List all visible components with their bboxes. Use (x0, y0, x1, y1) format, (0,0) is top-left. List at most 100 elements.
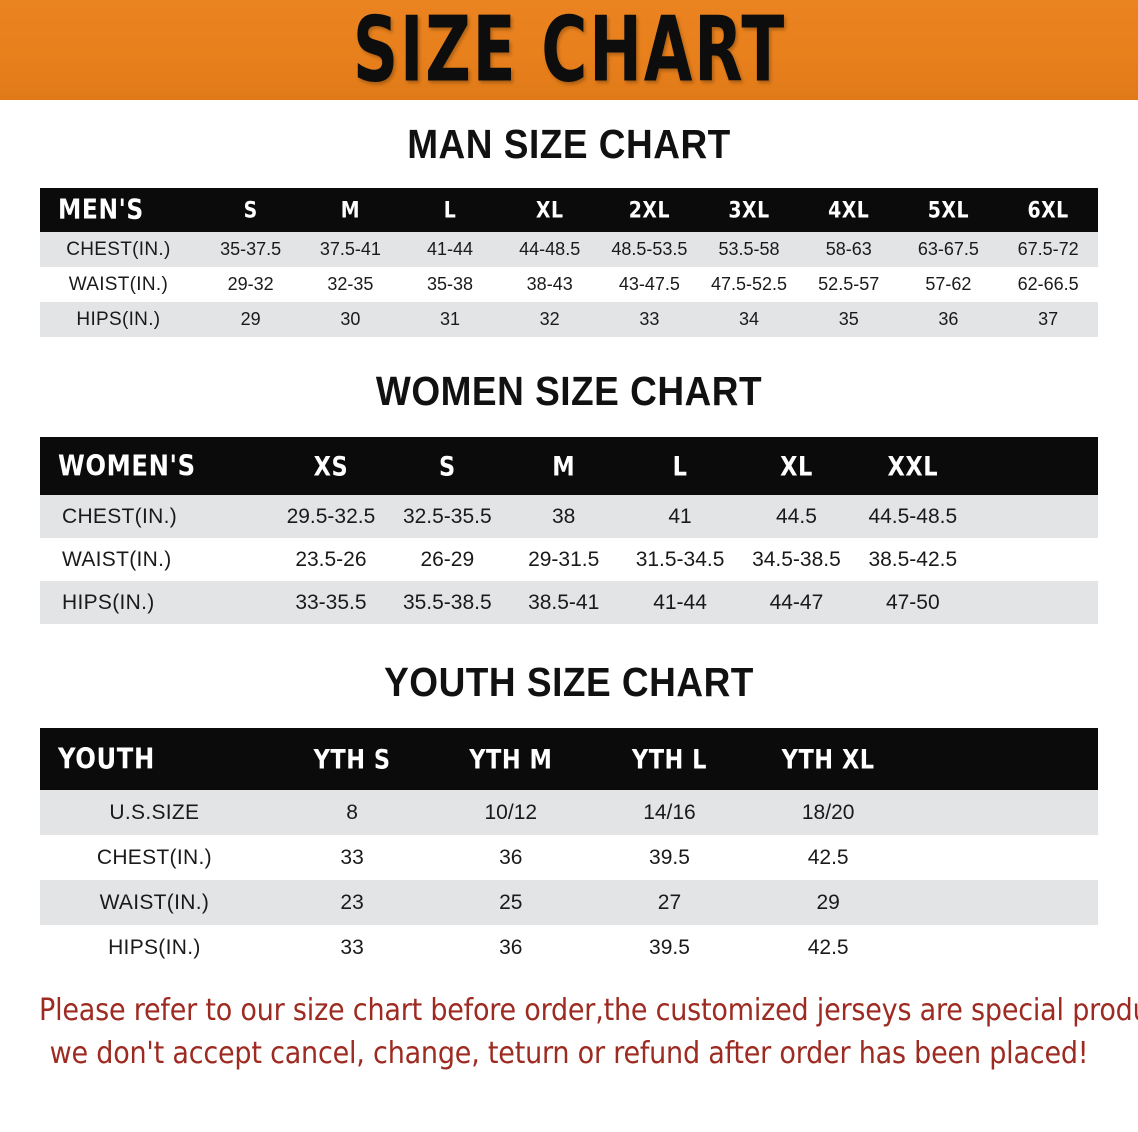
man-header-size-5xl: 5XL (927, 197, 970, 223)
man-chest-2xl: 48.5-53.5 (611, 239, 688, 259)
youth-us-size-xl: 18/20 (801, 800, 855, 824)
women-chest-s: 32.5-35.5 (402, 504, 492, 528)
man-header-size-m: M (340, 197, 360, 223)
table-row: HIPS(IN.) 33-35.5 35.5-38.5 38.5-41 41-4… (40, 581, 1098, 624)
youth-us-size-l: 14/16 (643, 800, 696, 824)
women-row-label-waist: WAIST(IN.) (62, 547, 172, 571)
man-row-label-hips: HIPS(IN.) (76, 308, 161, 330)
women-waist-s: 26-29 (420, 547, 475, 571)
table-row: WAIST(IN.) 23 25 27 29 (40, 880, 1098, 925)
man-hips-2xl: 33 (639, 309, 660, 329)
women-chest-xl: 44.5 (776, 504, 817, 528)
women-hips-l: 41-44 (653, 590, 707, 614)
youth-chest-xl: 42.5 (807, 845, 849, 869)
man-chest-xl: 44-48.5 (519, 239, 581, 259)
table-row: CHEST(IN.) 33 36 39.5 42.5 (40, 835, 1098, 880)
youth-us-size-m: 10/12 (484, 800, 538, 824)
man-row-label-chest: CHEST(IN.) (66, 238, 171, 260)
table-row: U.S.SIZE 8 10/12 14/16 18/20 (40, 790, 1098, 835)
man-size-table-wrapper: MEN'S S M L XL 2XL 3XL 4XL 5XL 6XL CHEST… (40, 188, 1098, 337)
man-waist-s: 29-32 (227, 274, 274, 294)
women-hips-xl: 44-47 (769, 590, 824, 614)
man-row-label-waist: WAIST(IN.) (68, 273, 169, 295)
women-size-table: WOMEN'S XS S M L XL XXL CHEST(IN.) 29.5-… (40, 437, 1098, 624)
man-chest-s: 35-37.5 (220, 239, 282, 259)
man-header-size-s: S (243, 197, 258, 223)
youth-chest-spacer (908, 835, 1099, 880)
women-waist-xs: 23.5-26 (295, 547, 367, 571)
youth-waist-spacer (908, 880, 1099, 925)
youth-waist-m: 25 (499, 890, 523, 914)
women-waist-xxl: 38.5-42.5 (868, 547, 958, 571)
man-waist-5xl: 57-62 (925, 274, 972, 294)
women-header-size-l: L (672, 450, 688, 482)
table-row: WAIST(IN.) 23.5-26 26-29 29-31.5 31.5-34… (40, 538, 1098, 581)
man-waist-xl: 38-43 (526, 274, 573, 294)
women-chest-m: 38 (552, 504, 576, 528)
youth-section-title: YOUTH SIZE CHART (384, 659, 754, 705)
women-hips-s: 35.5-38.5 (402, 590, 492, 614)
women-hips-spacer (971, 581, 1098, 624)
women-header-size-m: M (552, 450, 576, 482)
women-chest-spacer (971, 495, 1098, 538)
youth-chest-s: 33 (340, 845, 364, 869)
youth-chest-l: 39.5 (649, 845, 690, 869)
youth-hips-s: 33 (340, 935, 364, 959)
women-size-table-wrapper: WOMEN'S XS S M L XL XXL CHEST(IN.) 29.5-… (40, 437, 1098, 624)
man-waist-l: 35-38 (427, 274, 474, 294)
women-chest-xxl: 44.5-48.5 (868, 504, 958, 528)
women-waist-xl: 34.5-38.5 (752, 547, 841, 571)
footer-disclaimer-line-1: Please refer to our size chart before or… (39, 993, 1138, 1028)
women-section-title: WOMEN SIZE CHART (375, 368, 763, 414)
man-hips-s: 29 (240, 309, 261, 329)
youth-header-size-m: YTH M (469, 743, 553, 775)
youth-row-label-us-size: U.S.SIZE (109, 800, 200, 824)
man-header-size-4xl: 4XL (828, 197, 870, 223)
youth-row-label-waist: WAIST(IN.) (99, 890, 210, 914)
man-waist-4xl: 52.5-57 (818, 274, 880, 294)
youth-row-label-hips: HIPS(IN.) (108, 935, 201, 959)
women-table-header-row: WOMEN'S XS S M L XL XXL (40, 437, 1098, 495)
man-waist-3xl: 47.5-52.5 (711, 274, 788, 294)
table-row: CHEST(IN.) 29.5-32.5 32.5-35.5 38 41 44.… (40, 495, 1098, 538)
youth-size-table-wrapper: YOUTH YTH S YTH M YTH L YTH XL U.S.SIZE … (40, 728, 1098, 970)
man-hips-6xl: 37 (1038, 309, 1059, 329)
man-header-label: MEN'S (58, 194, 144, 226)
women-header-label: WOMEN'S (58, 449, 196, 483)
footer-disclaimer-line-2: we don't accept cancel, change, teturn o… (49, 1035, 1089, 1071)
man-chest-6xl: 67.5-72 (1017, 239, 1079, 259)
man-hips-4xl: 35 (838, 309, 859, 329)
youth-us-size-s: 8 (346, 800, 358, 824)
page-banner: SIZE CHART (0, 0, 1138, 100)
man-header-size-3xl: 3XL (728, 197, 770, 223)
man-chest-m: 37.5-41 (319, 239, 381, 259)
man-header-size-xl: XL (535, 197, 564, 223)
women-row-label-hips: HIPS(IN.) (62, 590, 155, 614)
table-row: CHEST(IN.) 35-37.5 37.5-41 41-44 44-48.5… (40, 232, 1098, 267)
youth-us-size-spacer (908, 790, 1099, 835)
man-hips-3xl: 34 (739, 309, 760, 329)
youth-header-size-l: YTH L (631, 743, 708, 775)
man-hips-5xl: 36 (938, 309, 959, 329)
man-header-size-2xl: 2XL (628, 197, 670, 223)
man-hips-m: 30 (340, 309, 361, 329)
man-section-title: MAN SIZE CHART (407, 121, 731, 167)
youth-waist-xl: 29 (816, 890, 840, 914)
youth-hips-l: 39.5 (649, 935, 690, 959)
women-hips-xs: 33-35.5 (295, 590, 367, 614)
youth-header-label: YOUTH (58, 742, 155, 776)
youth-table-header-row: YOUTH YTH S YTH M YTH L YTH XL (40, 728, 1098, 790)
page-title: SIZE CHART (352, 0, 786, 102)
man-waist-2xl: 43-47.5 (618, 274, 680, 294)
youth-header-spacer (908, 726, 1099, 792)
man-waist-6xl: 62-66.5 (1017, 274, 1079, 294)
women-chest-xs: 29.5-32.5 (286, 504, 376, 528)
women-row-label-chest: CHEST(IN.) (62, 504, 177, 528)
women-header-size-xs: XS (313, 450, 349, 482)
table-row: HIPS(IN.) 33 36 39.5 42.5 (40, 925, 1098, 970)
women-chest-l: 41 (668, 504, 692, 528)
youth-waist-s: 23 (340, 890, 364, 914)
man-chest-l: 41-44 (427, 239, 474, 259)
man-header-size-6xl: 6XL (1027, 197, 1069, 223)
youth-header-size-s: YTH S (313, 743, 391, 775)
